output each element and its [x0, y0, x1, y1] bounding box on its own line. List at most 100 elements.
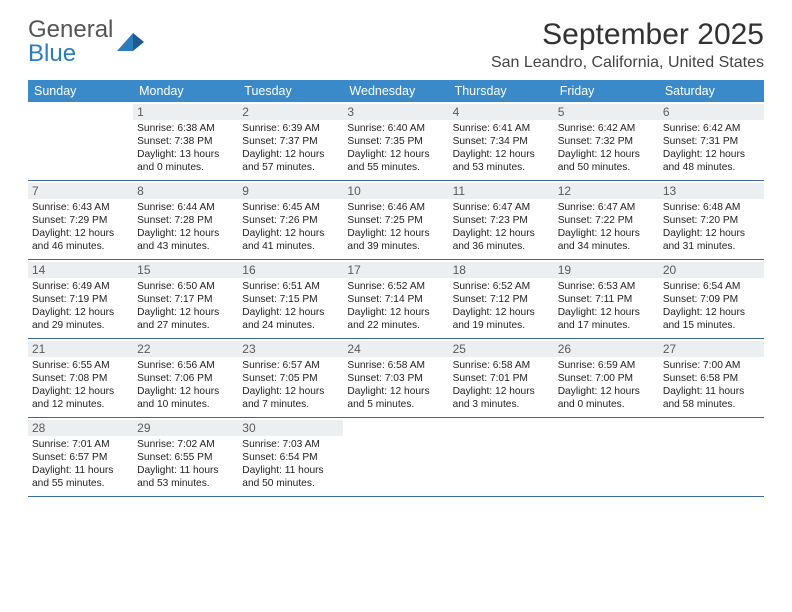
weekday-header-row: SundayMondayTuesdayWednesdayThursdayFrid… — [28, 80, 764, 102]
sunrise-line: Sunrise: 6:46 AM — [347, 201, 444, 214]
weekday-cell: Wednesday — [343, 80, 448, 102]
day-cell: 14Sunrise: 6:49 AMSunset: 7:19 PMDayligh… — [28, 260, 133, 338]
title-block: September 2025 San Leandro, California, … — [491, 18, 764, 72]
sunrise-line: Sunrise: 6:42 AM — [663, 122, 760, 135]
weekday-cell: Saturday — [659, 80, 764, 102]
weekday-cell: Friday — [554, 80, 659, 102]
day-number: 16 — [238, 262, 343, 278]
week-row: 21Sunrise: 6:55 AMSunset: 7:08 PMDayligh… — [28, 339, 764, 418]
sunrise-line: Sunrise: 6:51 AM — [242, 280, 339, 293]
day-cell-empty — [554, 418, 659, 496]
sunset-line: Sunset: 6:58 PM — [663, 372, 760, 385]
day-number: 14 — [28, 262, 133, 278]
week-row: 14Sunrise: 6:49 AMSunset: 7:19 PMDayligh… — [28, 260, 764, 339]
daylight-line: Daylight: 12 hours and 39 minutes. — [347, 227, 444, 253]
day-cell: 3 Sunrise: 6:40 AMSunset: 7:35 PMDaylight… — [343, 102, 448, 180]
brand-line1: General — [28, 18, 113, 42]
day-number: 11 — [449, 183, 554, 199]
sunset-line: Sunset: 7:11 PM — [558, 293, 655, 306]
day-cell: 15Sunrise: 6:50 AMSunset: 7:17 PMDayligh… — [133, 260, 238, 338]
day-cell: 6Sunrise: 6:42 AMSunset: 7:31 PMDaylight… — [659, 102, 764, 180]
day-cell: 20Sunrise: 6:54 AMSunset: 7:09 PMDayligh… — [659, 260, 764, 338]
sunset-line: Sunset: 7:14 PM — [347, 293, 444, 306]
day-cell: 9Sunrise: 6:45 AMSunset: 7:26 PMDaylight… — [238, 181, 343, 259]
weeks-container: 1Sunrise: 6:38 AMSunset: 7:38 PMDaylight… — [28, 102, 764, 497]
calendar-page: General Blue September 2025 San Leandro,… — [0, 0, 792, 515]
day-cell: 7Sunrise: 6:43 AMSunset: 7:29 PMDaylight… — [28, 181, 133, 259]
daylight-line: Daylight: 12 hours and 55 minutes. — [347, 148, 444, 174]
daylight-line: Daylight: 11 hours and 53 minutes. — [137, 464, 234, 490]
daylight-line: Daylight: 12 hours and 43 minutes. — [137, 227, 234, 253]
daylight-line: Daylight: 12 hours and 17 minutes. — [558, 306, 655, 332]
sunset-line: Sunset: 7:01 PM — [453, 372, 550, 385]
daylight-line: Daylight: 12 hours and 41 minutes. — [242, 227, 339, 253]
sunset-line: Sunset: 7:15 PM — [242, 293, 339, 306]
day-cell: 30Sunrise: 7:03 AMSunset: 6:54 PMDayligh… — [238, 418, 343, 496]
sunset-line: Sunset: 7:08 PM — [32, 372, 129, 385]
sunrise-line: Sunrise: 6:48 AM — [663, 201, 760, 214]
sunrise-line: Sunrise: 6:47 AM — [558, 201, 655, 214]
weekday-cell: Tuesday — [238, 80, 343, 102]
sunset-line: Sunset: 7:06 PM — [137, 372, 234, 385]
sunrise-line: Sunrise: 7:01 AM — [32, 438, 129, 451]
day-number: 3 — [343, 104, 448, 120]
day-cell: 18Sunrise: 6:52 AMSunset: 7:12 PMDayligh… — [449, 260, 554, 338]
day-cell: 22 Sunrise: 6:56 AMSunset: 7:06 PMDayligh… — [133, 339, 238, 417]
daylight-line: Daylight: 12 hours and 10 minutes. — [137, 385, 234, 411]
brand-mark-icon — [117, 29, 145, 56]
daylight-line: Daylight: 12 hours and 0 minutes. — [558, 385, 655, 411]
day-number: 8 — [133, 183, 238, 199]
day-cell-empty — [659, 418, 764, 496]
day-cell: 13Sunrise: 6:48 AMSunset: 7:20 PMDayligh… — [659, 181, 764, 259]
day-cell-empty — [28, 102, 133, 180]
day-number: 26 — [554, 341, 659, 357]
sunrise-line: Sunrise: 6:56 AM — [137, 359, 234, 372]
day-cell: 2Sunrise: 6:39 AMSunset: 7:37 PMDaylight… — [238, 102, 343, 180]
sunrise-line: Sunrise: 6:58 AM — [347, 359, 444, 372]
day-number: 29 — [133, 420, 238, 436]
sunset-line: Sunset: 7:23 PM — [453, 214, 550, 227]
sunrise-line: Sunrise: 6:43 AM — [32, 201, 129, 214]
sunset-line: Sunset: 7:31 PM — [663, 135, 760, 148]
sunrise-line: Sunrise: 6:59 AM — [558, 359, 655, 372]
month-title: September 2025 — [491, 18, 764, 52]
daylight-line: Daylight: 12 hours and 31 minutes. — [663, 227, 760, 253]
weekday-cell: Monday — [133, 80, 238, 102]
daylight-line: Daylight: 12 hours and 22 minutes. — [347, 306, 444, 332]
day-number: 2 — [238, 104, 343, 120]
day-number: 7 — [28, 183, 133, 199]
daylight-line: Daylight: 12 hours and 46 minutes. — [32, 227, 129, 253]
brand-line2: Blue — [28, 42, 113, 66]
brand-text: General Blue — [28, 18, 113, 66]
daylight-line: Daylight: 12 hours and 19 minutes. — [453, 306, 550, 332]
sunset-line: Sunset: 7:38 PM — [137, 135, 234, 148]
daylight-line: Daylight: 12 hours and 36 minutes. — [453, 227, 550, 253]
sunrise-line: Sunrise: 6:40 AM — [347, 122, 444, 135]
daylight-line: Daylight: 13 hours and 0 minutes. — [137, 148, 234, 174]
day-cell: 12Sunrise: 6:47 AMSunset: 7:22 PMDayligh… — [554, 181, 659, 259]
daylight-line: Daylight: 12 hours and 27 minutes. — [137, 306, 234, 332]
sunset-line: Sunset: 6:57 PM — [32, 451, 129, 464]
sunrise-line: Sunrise: 6:57 AM — [242, 359, 339, 372]
sunset-line: Sunset: 6:54 PM — [242, 451, 339, 464]
brand-logo: General Blue — [28, 18, 145, 66]
day-number: 20 — [659, 262, 764, 278]
weekday-cell: Thursday — [449, 80, 554, 102]
day-cell: 8Sunrise: 6:44 AMSunset: 7:28 PMDaylight… — [133, 181, 238, 259]
sunset-line: Sunset: 7:35 PM — [347, 135, 444, 148]
daylight-line: Daylight: 12 hours and 5 minutes. — [347, 385, 444, 411]
day-cell: 16Sunrise: 6:51 AMSunset: 7:15 PMDayligh… — [238, 260, 343, 338]
weekday-cell: Sunday — [28, 80, 133, 102]
sunset-line: Sunset: 7:05 PM — [242, 372, 339, 385]
day-cell: 25Sunrise: 6:58 AMSunset: 7:01 PMDayligh… — [449, 339, 554, 417]
daylight-line: Daylight: 12 hours and 57 minutes. — [242, 148, 339, 174]
daylight-line: Daylight: 12 hours and 29 minutes. — [32, 306, 129, 332]
day-number: 23 — [238, 341, 343, 357]
day-number: 24 — [343, 341, 448, 357]
sunset-line: Sunset: 7:00 PM — [558, 372, 655, 385]
daylight-line: Daylight: 12 hours and 7 minutes. — [242, 385, 339, 411]
sunset-line: Sunset: 6:55 PM — [137, 451, 234, 464]
sunset-line: Sunset: 7:19 PM — [32, 293, 129, 306]
day-number: 22 — [133, 341, 238, 357]
calendar-grid: SundayMondayTuesdayWednesdayThursdayFrid… — [28, 80, 764, 497]
